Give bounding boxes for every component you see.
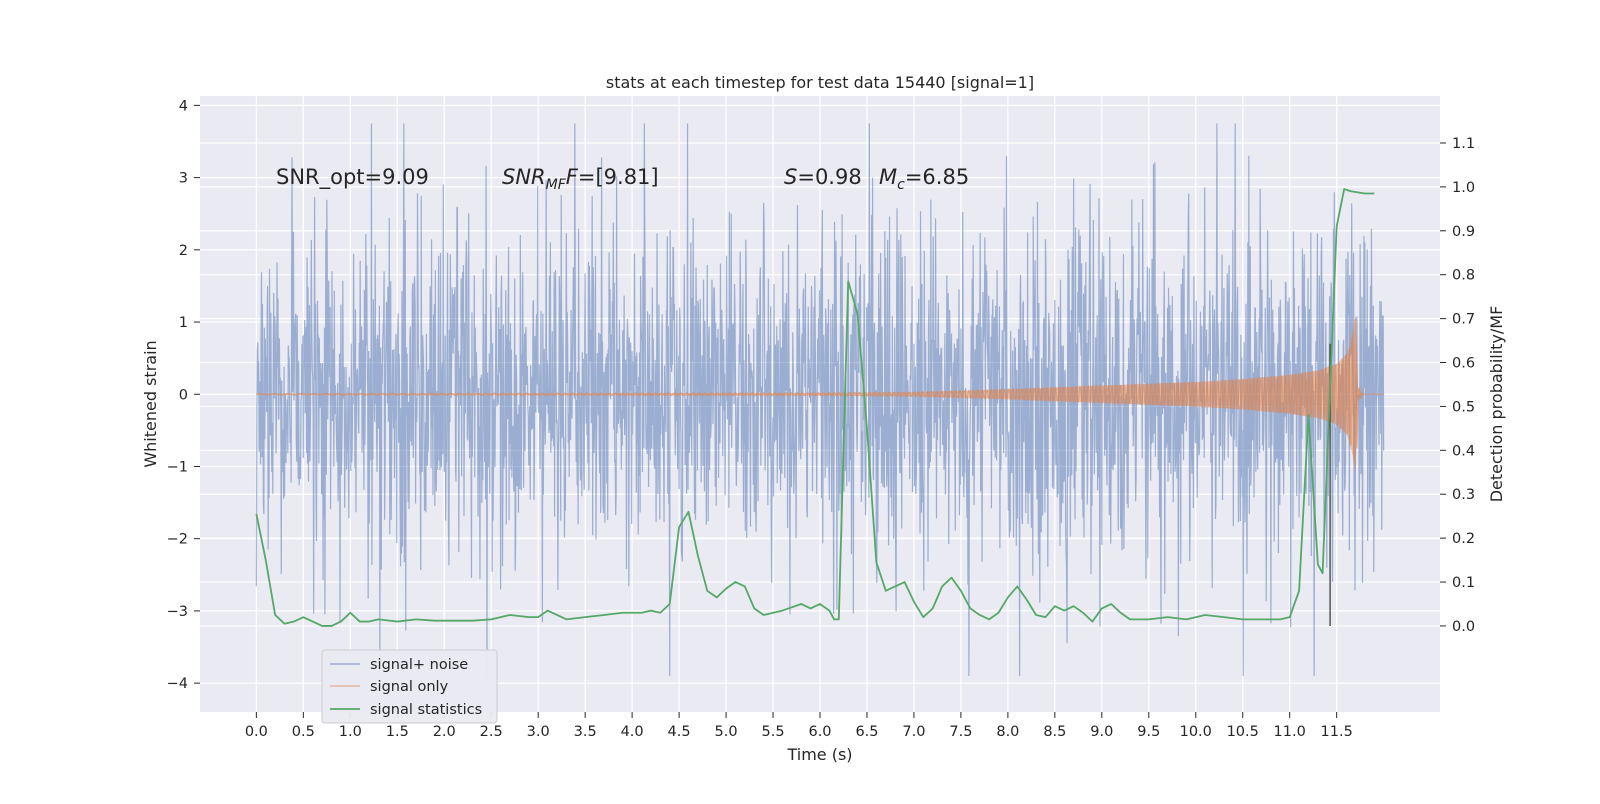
snr-mf-value: F=[9.81] [566, 165, 659, 189]
y-right-tick-labels: 0.0 0.1 0.2 0.3 0.4 0.5 0.6 0.7 0.8 0.9 1.0 1.1 [1440, 136, 1475, 635]
s-value: =0.98 [797, 165, 861, 189]
annotation-mc: Mc=6.85 [879, 165, 969, 193]
y-left-tick-labels: 4 3 2 1 0 −1 −2 −3 −4 [167, 98, 200, 692]
y-left-tick-label: −2 [167, 532, 188, 548]
x-tick-label: 5.0 [715, 724, 738, 740]
y-left-tick-label: 2 [179, 243, 188, 259]
series-signal-statistics [255, 188, 1375, 627]
annotation-s: S=0.98 [784, 165, 862, 189]
x-tick-label: 0.5 [292, 724, 315, 740]
mc-value: =6.85 [905, 165, 969, 189]
legend: signal+ noise signal only signal statist… [321, 649, 498, 724]
signal-trace [256, 317, 1384, 463]
y-right-tick-label: 0.6 [1452, 356, 1475, 372]
y-left-tick-label: 1 [179, 315, 188, 331]
y-right-axis-label: Detection probability/MF [1487, 306, 1506, 503]
x-tick-label: 7.0 [902, 724, 925, 740]
x-tick-label: 11.5 [1321, 724, 1353, 740]
y-right-tick-label: 0.4 [1452, 443, 1475, 459]
x-tick-label: 9.0 [1090, 724, 1113, 740]
y-left-tick-label: 3 [179, 171, 188, 187]
noise-trace [255, 123, 1385, 676]
snr-mf-name: SNR [502, 165, 546, 189]
x-tick-label: 8.0 [996, 724, 1019, 740]
legend-label-signal-only: signal only [370, 679, 449, 695]
legend-box [321, 649, 498, 724]
x-tick-label: 10.0 [1180, 724, 1212, 740]
series-signal-only [256, 314, 1384, 474]
y-right-tick-label: 0.1 [1452, 575, 1475, 591]
y-left-tick-label: 4 [179, 98, 188, 114]
y-right-tick-label: 1.0 [1452, 180, 1475, 196]
x-tick-label: 11.0 [1274, 724, 1306, 740]
x-tick-label: 4.0 [621, 724, 644, 740]
x-tick-label: 6.5 [855, 724, 878, 740]
y-right-tick-label: 0.7 [1452, 312, 1475, 328]
x-tick-label: 0.0 [245, 724, 268, 740]
y-left-tick-label: −3 [167, 604, 188, 620]
y-right-tick-label: 1.1 [1452, 136, 1475, 152]
annotation-snr-mf: SNRMFF=[9.81] [502, 165, 659, 193]
x-tick-label: 1.0 [339, 724, 362, 740]
x-tick-label: 4.5 [668, 724, 691, 740]
x-tick-label: 10.5 [1227, 724, 1259, 740]
x-tick-label: 5.5 [761, 724, 784, 740]
x-tick-label: 2.5 [480, 724, 503, 740]
annotation-snr-opt: SNR_opt=9.09 [276, 165, 429, 190]
series-signal-plus-noise [255, 123, 1385, 676]
y-left-tick-label: 0 [179, 387, 188, 403]
x-tick-label: 3.5 [574, 724, 597, 740]
y-left-tick-label: −1 [167, 459, 188, 475]
legend-label-signal-statistics: signal statistics [370, 702, 482, 718]
x-tick-label: 8.5 [1043, 724, 1066, 740]
legend-label-signal-plus-noise: signal+ noise [370, 657, 468, 673]
y-right-tick-label: 0.0 [1452, 619, 1475, 635]
x-tick-label: 2.0 [433, 724, 456, 740]
s-name: S [784, 165, 797, 189]
y-left-axis-label: Whitened strain [141, 340, 160, 467]
x-axis-label: Time (s) [786, 745, 852, 764]
mc-name: M [879, 165, 897, 189]
y-right-tick-label: 0.8 [1452, 268, 1475, 284]
x-tick-label: 9.5 [1137, 724, 1160, 740]
x-tick-labels: 0.0 0.5 1.0 1.5 2.0 2.5 3.0 3.5 4.0 4.5 5.0 5.5 6.0 6… [245, 712, 1353, 740]
y-right-tick-label: 0.2 [1452, 531, 1475, 547]
x-tick-label: 3.0 [527, 724, 550, 740]
snr-mf-subscript: MF [546, 177, 567, 193]
x-tick-label: 1.5 [386, 724, 409, 740]
x-tick-label: 6.0 [808, 724, 831, 740]
mc-subscript: c [897, 177, 905, 193]
chart-title: stats at each timestep for test data 154… [606, 73, 1034, 92]
x-tick-label: 7.5 [949, 724, 972, 740]
y-left-tick-label: −4 [167, 676, 188, 692]
y-right-tick-label: 0.5 [1452, 399, 1475, 415]
y-right-tick-label: 0.9 [1452, 224, 1475, 240]
y-right-tick-label: 0.3 [1452, 487, 1475, 503]
statistics-line [255, 188, 1375, 627]
signal-envelope [256, 314, 1384, 474]
